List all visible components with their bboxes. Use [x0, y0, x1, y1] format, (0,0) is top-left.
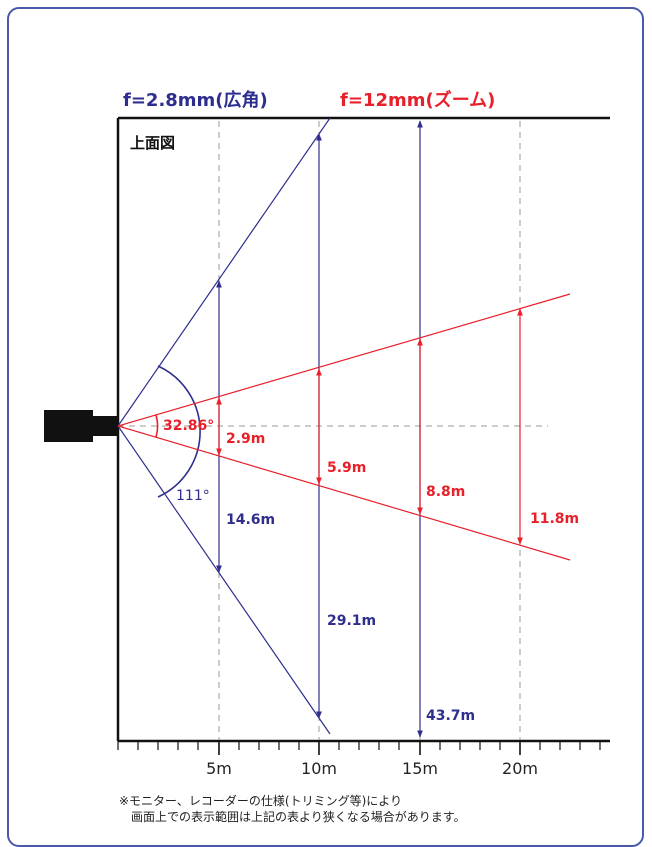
wide-angle-fov: [117, 117, 331, 735]
view-label: 上面図: [130, 134, 175, 152]
distance-label-10m: 10m: [301, 759, 337, 778]
wide-width-label-5m: 14.6m: [226, 512, 275, 528]
camera-icon: [44, 410, 118, 442]
zoom-fov-upper-edge: [117, 293, 571, 427]
zoom-angle-arc: [155, 414, 159, 438]
zoom-width-label-20m: 11.8m: [530, 511, 579, 527]
zoom-fov-lower-edge: [117, 425, 571, 561]
wide-angle-label: 111°: [176, 488, 210, 504]
footnote: ※モニター、レコーダーの仕様(トリミング等)により 画面上での表示範囲は上記の表…: [119, 793, 466, 825]
footnote-line-2: 画面上での表示範囲は上記の表より狭くなる場合があります。: [131, 810, 466, 824]
distance-label-15m: 15m: [402, 759, 438, 778]
zoom-width-label-15m: 8.8m: [426, 484, 465, 500]
distance-label-5m: 5m: [206, 759, 232, 778]
wide-width-label-15m: 43.7m: [426, 708, 475, 724]
legend-zoom-label: f=12mm(ズーム): [340, 89, 495, 111]
zoom-width-label-10m: 5.9m: [327, 460, 366, 476]
zoom-fov: [117, 293, 571, 561]
zoom-width-arrows: [216, 308, 523, 545]
zoom-angle-label: 32.86°: [163, 418, 214, 434]
distance-axis-ticks: [117, 741, 601, 755]
wide-angle-arc: [157, 365, 201, 498]
zoom-width-label-5m: 2.9m: [226, 431, 265, 447]
wide-fov-lower-edge: [117, 425, 331, 735]
legend-wide-label: f=2.8mm(広角): [123, 89, 268, 111]
distance-label-20m: 20m: [502, 759, 538, 778]
footnote-line-1: ※モニター、レコーダーの仕様(トリミング等)により: [119, 794, 403, 808]
wide-width-label-10m: 29.1m: [327, 613, 376, 629]
wide-fov-upper-edge: [117, 117, 331, 427]
